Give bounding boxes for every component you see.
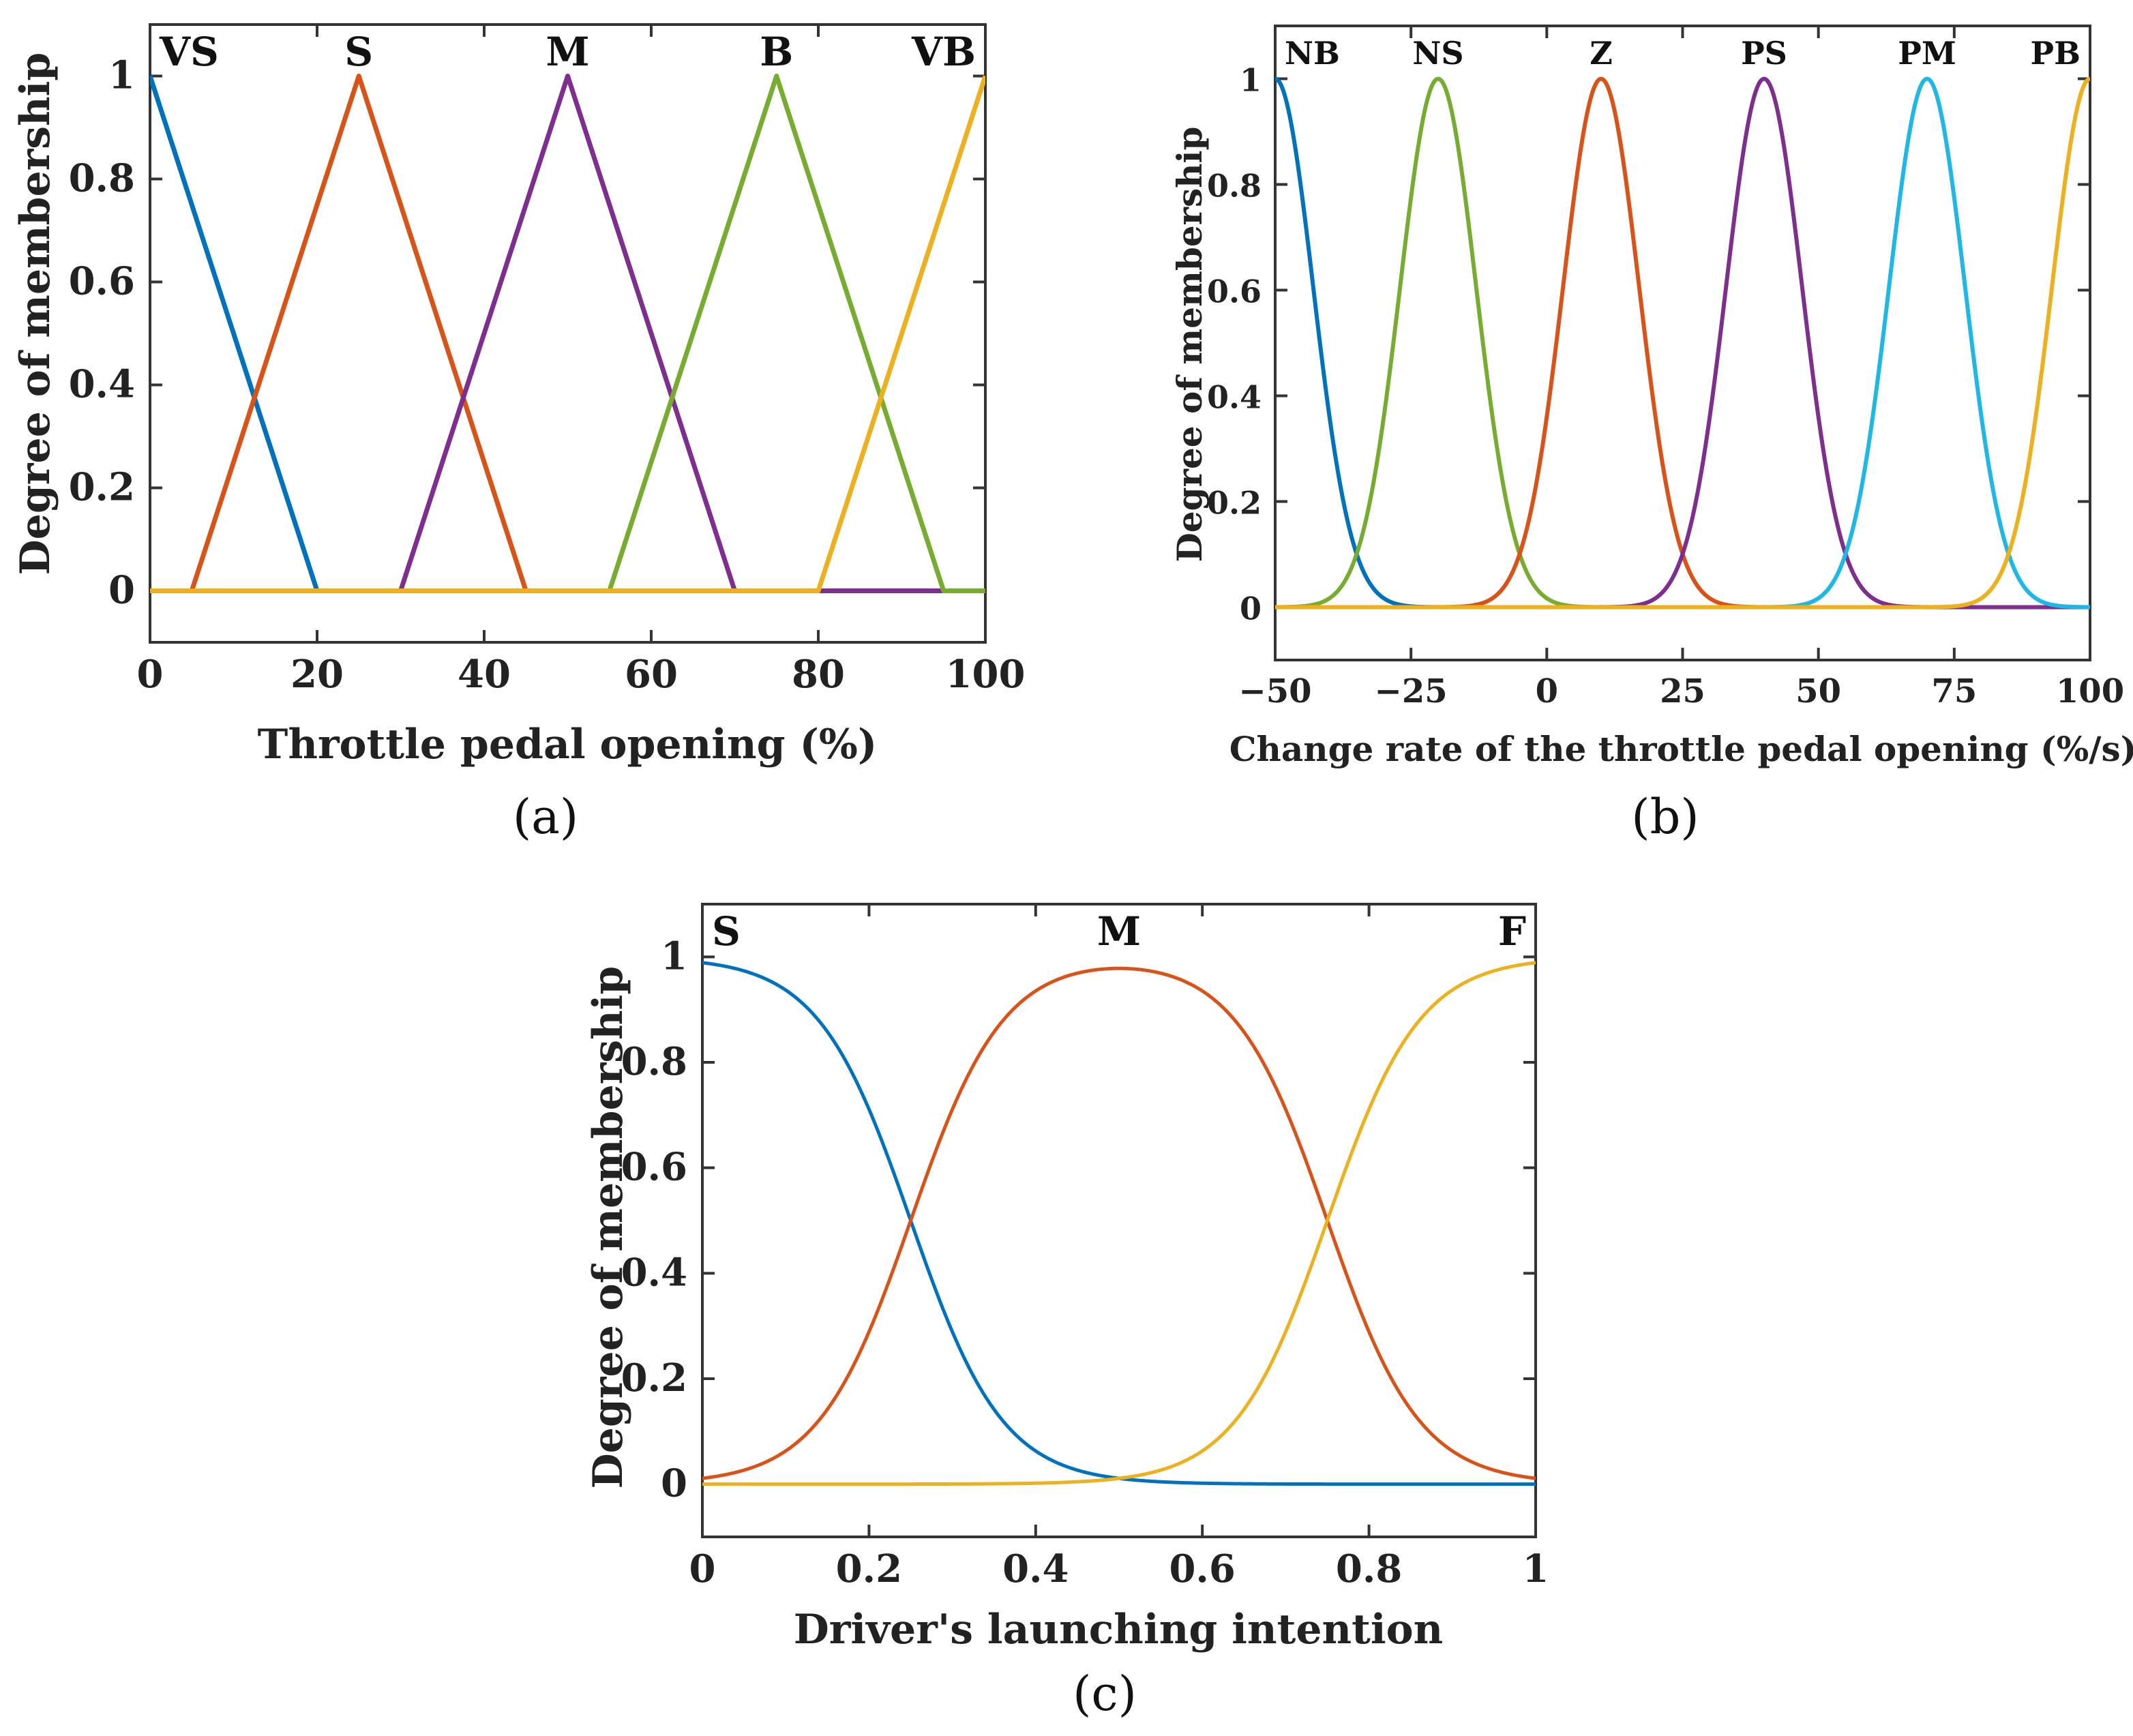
x-tick-label: 100 bbox=[2056, 672, 2124, 710]
mf-label-ps: PS bbox=[1741, 35, 1787, 72]
y-tick-label: 0.8 bbox=[1207, 168, 1262, 205]
x-tick-label: 0.2 bbox=[836, 1546, 902, 1591]
panel-c-frame bbox=[701, 903, 1537, 1538]
panel-b-frame bbox=[1274, 25, 2091, 661]
x-tick-label: 0.4 bbox=[1002, 1546, 1069, 1591]
mf-label-pm: PM bbox=[1898, 35, 1956, 72]
panel-b-ylabel: Degree of membership bbox=[1169, 127, 1210, 563]
x-tick-label: −50 bbox=[1238, 672, 1311, 710]
panel-a-caption: (a) bbox=[513, 789, 578, 845]
y-tick-label: 0.8 bbox=[621, 1039, 687, 1084]
panel-a-ytick-labels: 0 0.2 0.4 0.6 0.8 1 bbox=[69, 53, 135, 613]
mf-label-z: Z bbox=[1590, 35, 1613, 72]
y-tick-label: 0.4 bbox=[621, 1250, 687, 1295]
x-tick-label: 60 bbox=[625, 652, 678, 697]
panel-b-curves bbox=[1275, 76, 2090, 610]
series-line-s bbox=[702, 961, 1536, 1486]
panel-c-curves bbox=[702, 961, 1536, 1486]
x-tick-label: 0.6 bbox=[1169, 1546, 1235, 1591]
panel-c-ylabel: Degree of membership bbox=[584, 966, 632, 1489]
panel-c-ytick-labels: 0 0.2 0.4 0.6 0.8 1 bbox=[621, 933, 687, 1506]
panel-a-frame bbox=[149, 23, 987, 644]
y-tick-label: 0.6 bbox=[1207, 273, 1262, 310]
panel-a-xtick-labels: 0 20 40 60 80 100 bbox=[137, 652, 1026, 697]
mf-label-ns: NS bbox=[1412, 35, 1463, 72]
series-line-m bbox=[702, 966, 1536, 1480]
mf-label-vs: VS bbox=[159, 29, 219, 75]
y-tick-label: 1 bbox=[661, 933, 687, 978]
y-tick-label: 0.4 bbox=[1207, 379, 1262, 416]
series-line-nb bbox=[1275, 76, 2090, 610]
y-tick-label: 0.6 bbox=[69, 259, 135, 304]
panel-c-xtick-labels: 0 0.2 0.4 0.6 0.8 1 bbox=[689, 1546, 1549, 1591]
panel-b-chart: NB NS Z PS PM PB −50 −25 0 25 50 75 100 00.20.40.60… bbox=[1169, 25, 2133, 845]
y-tick-label: 0.2 bbox=[621, 1356, 687, 1401]
y-tick-label: 0.8 bbox=[69, 156, 135, 201]
x-tick-label: 40 bbox=[458, 652, 511, 697]
panel-c-xlabel: Driver's launching intention bbox=[794, 1606, 1444, 1653]
panel-a-curves bbox=[150, 74, 985, 593]
x-tick-label: 0 bbox=[137, 652, 164, 697]
mf-label-m: M bbox=[1097, 908, 1141, 955]
x-tick-label: 75 bbox=[1931, 672, 1977, 710]
mf-label-m: M bbox=[546, 29, 589, 75]
series-line-ns bbox=[1275, 76, 2090, 610]
series-line-f bbox=[702, 961, 1536, 1486]
x-tick-label: 0.8 bbox=[1336, 1546, 1402, 1591]
mf-label-pb: PB bbox=[2031, 35, 2080, 72]
mf-label-nb: NB bbox=[1285, 35, 1340, 72]
panel-a-chart: VS S M B VB 0 20 40 60 80 100 0 0.2 0.4 0.6 0.8 1 Thro… bbox=[12, 23, 1026, 845]
mf-label-s: S bbox=[344, 29, 373, 75]
series-line-pm bbox=[1275, 76, 2090, 610]
x-tick-label: 1 bbox=[1523, 1546, 1549, 1591]
y-tick-label: 0 bbox=[1240, 590, 1262, 627]
panel-b-ytick-labels: 0 0.2 0.4 0.6 0.8 1 bbox=[1207, 62, 1262, 627]
x-tick-label: 0 bbox=[689, 1546, 716, 1591]
y-tick-label: 1 bbox=[1240, 62, 1262, 99]
mf-label-b: B bbox=[760, 29, 793, 75]
panel-a-xlabel: Throttle pedal opening (%) bbox=[258, 721, 878, 768]
panel-c-ticks bbox=[701, 904, 1537, 1537]
panel-b-caption: (b) bbox=[1631, 789, 1699, 845]
x-tick-label: 20 bbox=[290, 652, 344, 697]
mf-label-f: F bbox=[1498, 908, 1526, 955]
series-line-vb bbox=[150, 75, 985, 593]
panel-b-ticks bbox=[1274, 26, 2091, 660]
series-line-ps bbox=[1275, 76, 2090, 610]
y-tick-label: 0 bbox=[661, 1461, 687, 1506]
panel-a-ylabel: Degree of membership bbox=[12, 53, 59, 575]
x-tick-label: 80 bbox=[792, 652, 845, 697]
mf-label-s: S bbox=[712, 908, 741, 955]
mf-label-vb: VB bbox=[911, 29, 976, 75]
series-line-pb bbox=[1275, 76, 2090, 610]
series-line-z bbox=[1275, 76, 2090, 610]
y-tick-label: 0.2 bbox=[1207, 485, 1262, 522]
y-tick-label: 0.6 bbox=[621, 1145, 687, 1190]
y-tick-label: 1 bbox=[108, 53, 135, 98]
panel-a-mf-labels: VS S M B VB bbox=[159, 29, 976, 75]
x-tick-label: 50 bbox=[1795, 672, 1841, 710]
x-tick-label: 0 bbox=[1536, 672, 1558, 710]
y-tick-label: 0.2 bbox=[69, 465, 135, 510]
x-tick-label: −25 bbox=[1375, 672, 1448, 710]
x-tick-label: 25 bbox=[1660, 672, 1705, 710]
y-tick-label: 0 bbox=[108, 568, 135, 613]
panel-b-xtick-labels: −50 −25 0 25 50 75 100 bbox=[1238, 672, 2124, 710]
panel-c-chart: S M F 0 0.2 0.4 0.6 0.8 1 0 0.2 0.4 0.6 0.8 1 Driver… bbox=[584, 903, 1549, 1722]
panel-b-mf-labels: NB NS Z PS PM PB bbox=[1285, 35, 2080, 72]
panel-c-caption: (c) bbox=[1073, 1666, 1137, 1722]
panel-b-xlabel: Change rate of the throttle pedal openin… bbox=[1229, 729, 2133, 769]
x-tick-label: 100 bbox=[946, 652, 1026, 697]
y-tick-label: 0.4 bbox=[69, 362, 135, 407]
